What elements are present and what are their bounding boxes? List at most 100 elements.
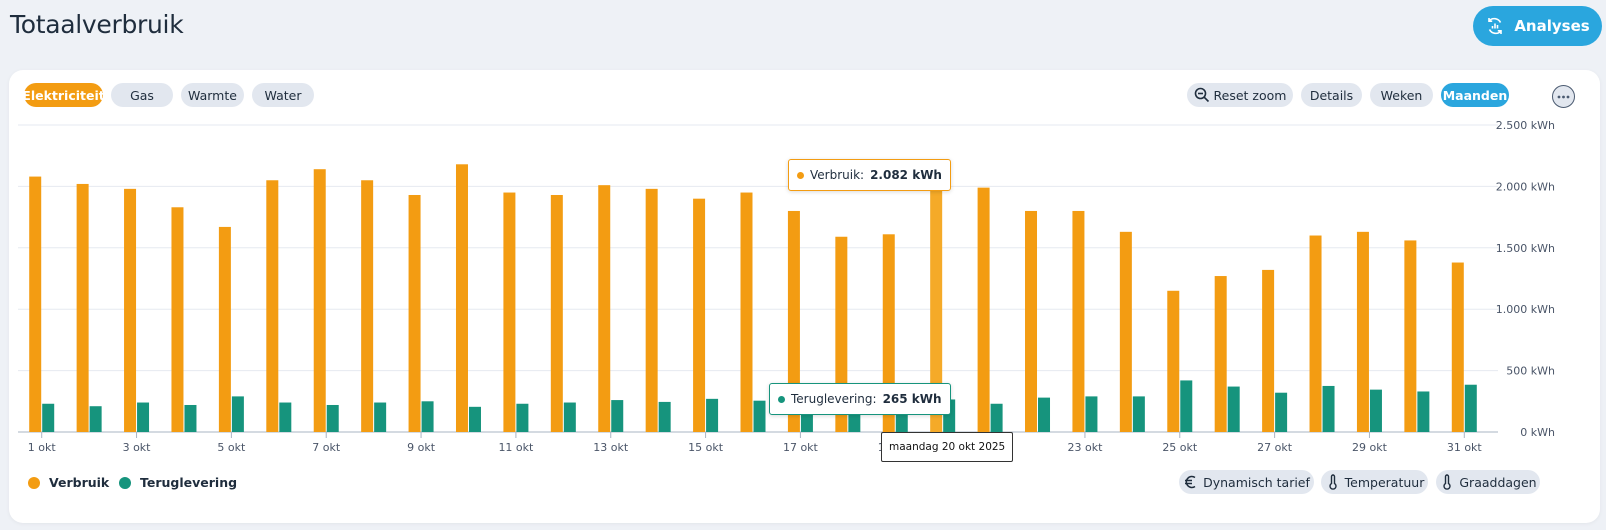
x-tick-label: 1 okt bbox=[28, 441, 57, 454]
bar-verbruik[interactable] bbox=[1309, 235, 1322, 432]
legend-teruglevering-label: Teruglevering bbox=[140, 475, 238, 490]
bar-verbruik[interactable] bbox=[550, 194, 563, 432]
tab-water[interactable]: Water bbox=[252, 83, 314, 107]
tab-warmte[interactable]: Warmte bbox=[181, 83, 244, 107]
x-tick-label: 27 okt bbox=[1257, 441, 1293, 454]
bar-teruglevering[interactable] bbox=[468, 406, 481, 432]
bar-teruglevering[interactable] bbox=[326, 404, 339, 432]
more-options-button[interactable] bbox=[1552, 85, 1575, 108]
bar-teruglevering[interactable] bbox=[279, 402, 292, 432]
euro-icon bbox=[1185, 475, 1196, 489]
bar-verbruik[interactable] bbox=[313, 169, 326, 432]
bar-verbruik[interactable] bbox=[740, 192, 753, 432]
legend-teruglevering-dot bbox=[119, 476, 131, 489]
thermometer-icon bbox=[1443, 474, 1452, 490]
bar-teruglevering[interactable] bbox=[1180, 380, 1193, 432]
bar-teruglevering[interactable] bbox=[1227, 386, 1240, 432]
bar-verbruik[interactable] bbox=[1404, 240, 1417, 432]
bar-teruglevering[interactable] bbox=[990, 403, 1003, 432]
bar-verbruik[interactable] bbox=[171, 207, 184, 432]
graaddagen-label: Graaddagen bbox=[1459, 474, 1537, 490]
thermometer-icon bbox=[1328, 474, 1337, 490]
x-tick-label: 15 okt bbox=[688, 441, 724, 454]
bar-teruglevering[interactable] bbox=[1417, 391, 1430, 432]
bar-verbruik[interactable] bbox=[455, 164, 468, 432]
bar-teruglevering[interactable] bbox=[516, 403, 529, 432]
analyses-label: Analyses bbox=[1514, 17, 1590, 35]
page-title: Totaalverbruik bbox=[10, 10, 184, 39]
bar-verbruik[interactable] bbox=[882, 234, 895, 432]
bar-teruglevering[interactable] bbox=[611, 400, 624, 432]
details-button[interactable]: Details bbox=[1301, 83, 1362, 107]
bar-teruglevering[interactable] bbox=[421, 401, 434, 432]
maanden-button[interactable]: Maanden bbox=[1441, 83, 1509, 107]
legend-teruglevering[interactable]: Teruglevering bbox=[119, 475, 237, 490]
graaddagen-button[interactable]: Graaddagen bbox=[1436, 470, 1540, 494]
y-tick-label: 1.500 kWh bbox=[1496, 242, 1555, 255]
bar-teruglevering[interactable] bbox=[184, 404, 197, 432]
y-tick-label: 2.500 kWh bbox=[1496, 119, 1555, 132]
bar-verbruik[interactable] bbox=[266, 180, 279, 432]
tooltip-verbruik-label: Verbruik: bbox=[810, 168, 865, 182]
bar-verbruik[interactable] bbox=[503, 192, 516, 432]
bar-teruglevering[interactable] bbox=[753, 400, 766, 432]
bar-verbruik[interactable] bbox=[124, 188, 137, 432]
bar-teruglevering[interactable] bbox=[1085, 396, 1098, 432]
y-tick-label: 0 kWh bbox=[1520, 426, 1555, 439]
bar-verbruik[interactable] bbox=[1025, 210, 1038, 432]
legend-verbruik[interactable]: Verbruik bbox=[28, 475, 109, 490]
bar-teruglevering[interactable] bbox=[1322, 385, 1335, 432]
x-tick-label: 5 okt bbox=[217, 441, 246, 454]
analyses-button[interactable]: Analyses bbox=[1473, 6, 1602, 46]
x-tick-label: 9 okt bbox=[407, 441, 436, 454]
bar-teruglevering[interactable] bbox=[658, 401, 671, 432]
bar-teruglevering[interactable] bbox=[1038, 397, 1051, 432]
bar-verbruik[interactable] bbox=[29, 176, 42, 432]
bar-verbruik[interactable] bbox=[1451, 262, 1464, 432]
temperatuur-button[interactable]: Temperatuur bbox=[1321, 470, 1428, 494]
bar-teruglevering[interactable] bbox=[1132, 396, 1145, 432]
bar-verbruik[interactable] bbox=[218, 226, 231, 432]
bar-teruglevering[interactable] bbox=[374, 402, 387, 432]
bar-verbruik[interactable] bbox=[1167, 290, 1180, 432]
bar-teruglevering[interactable] bbox=[231, 396, 244, 432]
bar-verbruik[interactable] bbox=[1262, 269, 1275, 432]
y-tick-label: 1.000 kWh bbox=[1496, 303, 1555, 316]
x-tick-label: 17 okt bbox=[783, 441, 819, 454]
x-tick-label: 31 okt bbox=[1447, 441, 1483, 454]
bar-teruglevering[interactable] bbox=[137, 402, 150, 432]
x-tick-label: 11 okt bbox=[498, 441, 534, 454]
tooltip-teruglevering-label: Teruglevering: bbox=[791, 392, 877, 406]
tab-elektriciteit[interactable]: Elektriciteit bbox=[22, 83, 105, 107]
bar-verbruik[interactable] bbox=[693, 198, 706, 432]
bar-teruglevering[interactable] bbox=[1275, 392, 1288, 432]
bar-teruglevering[interactable] bbox=[89, 406, 102, 432]
tooltip-verbruik: Verbruik: 2.082 kWh bbox=[788, 159, 951, 191]
x-tick-label: 29 okt bbox=[1352, 441, 1388, 454]
bar-verbruik[interactable] bbox=[361, 180, 374, 432]
weken-button[interactable]: Weken bbox=[1370, 83, 1433, 107]
bar-verbruik[interactable] bbox=[76, 183, 89, 432]
bar-verbruik[interactable] bbox=[1356, 231, 1369, 432]
bar-verbruik[interactable] bbox=[598, 185, 611, 432]
teruglevering-dot bbox=[778, 395, 785, 403]
bar-teruglevering[interactable] bbox=[1369, 389, 1382, 432]
bar-verbruik[interactable] bbox=[408, 194, 421, 432]
bar-teruglevering[interactable] bbox=[42, 403, 55, 432]
bar-verbruik[interactable] bbox=[1119, 231, 1132, 432]
dynamisch-tarief-button[interactable]: Dynamisch tarief bbox=[1179, 470, 1314, 494]
bar-verbruik[interactable] bbox=[1214, 276, 1227, 432]
bar-teruglevering[interactable] bbox=[563, 402, 576, 432]
bar-verbruik[interactable] bbox=[787, 210, 800, 432]
bar-teruglevering[interactable] bbox=[706, 398, 719, 432]
y-tick-label: 2.000 kWh bbox=[1496, 180, 1555, 193]
bar-verbruik[interactable] bbox=[977, 187, 990, 432]
reset-zoom-button[interactable]: Reset zoom bbox=[1187, 83, 1293, 107]
bar-teruglevering[interactable] bbox=[1464, 384, 1477, 432]
bar-verbruik[interactable] bbox=[645, 188, 658, 432]
bar-verbruik[interactable] bbox=[930, 176, 943, 432]
tab-gas[interactable]: Gas bbox=[111, 83, 173, 107]
dynamisch-tarief-label: Dynamisch tarief bbox=[1203, 474, 1310, 490]
bar-verbruik[interactable] bbox=[1072, 210, 1085, 432]
